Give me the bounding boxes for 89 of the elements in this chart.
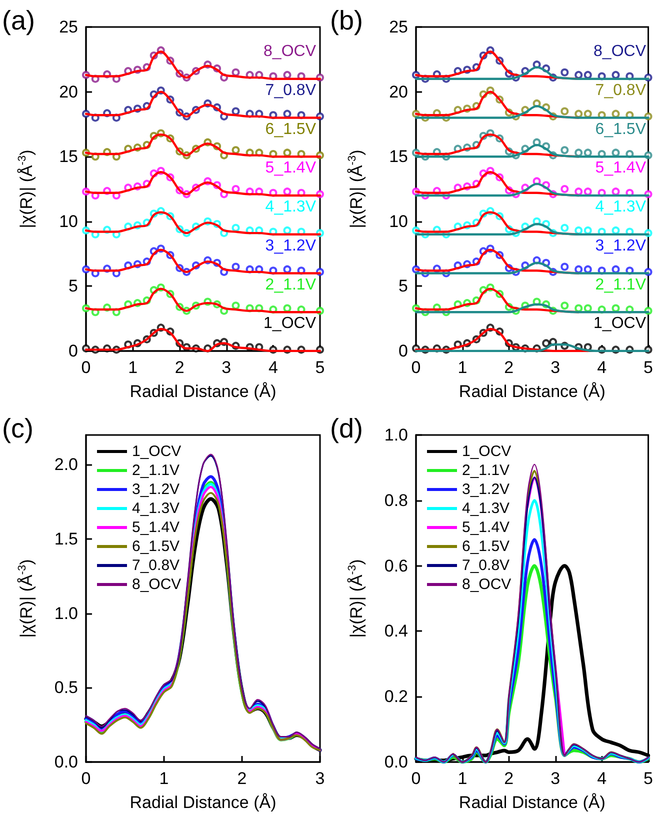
x-tick-label: 1 [458, 769, 468, 788]
series-label: 2_1.1V [265, 276, 316, 294]
y-tick-label: 1.0 [384, 426, 408, 444]
x-tick-label: 3 [550, 358, 560, 377]
x-tick-label: 5 [644, 358, 654, 377]
x-tick-label: 3 [550, 769, 560, 788]
series-label: 8_OCV [594, 43, 646, 60]
legend-label: 5_1.4V [132, 519, 180, 536]
x-tick-label: 1 [458, 358, 468, 377]
y-tick-label: 20 [59, 82, 78, 102]
x-tick-label: 2 [504, 358, 514, 377]
y-axis-title: |χ(R)| (Å-3) [16, 150, 36, 228]
x-tick-label: 2 [237, 769, 247, 788]
legend-label: 2_1.1V [462, 462, 510, 479]
legend-label: 8_OCV [462, 576, 512, 593]
y-tick-label: 1.0 [54, 604, 78, 623]
legend-label: 1_OCV [132, 443, 182, 460]
y-axis-title: |χ(R)| (Å-3) [346, 559, 366, 638]
y-tick-label: 0 [398, 342, 408, 360]
text: (d) [330, 414, 363, 444]
y-tick-label: 0.2 [384, 687, 408, 706]
x-axis-title: Radial Distance (Å) [458, 382, 606, 401]
x-tick-label: 0 [81, 358, 91, 377]
y-tick-label: 0.6 [384, 556, 408, 576]
x-tick-label: 3 [315, 769, 325, 788]
x-tick-label: 4 [597, 769, 607, 788]
legend-label: 8_OCV [132, 576, 182, 593]
legend-label: 7_0.8V [132, 557, 180, 574]
x-tick-label: 0 [411, 358, 421, 377]
y-axis-title: |χ(R)| (Å-3) [16, 559, 36, 638]
legend-label: 3_1.2V [462, 481, 510, 498]
legend-label: 2_1.1V [132, 462, 180, 479]
text: (a) [2, 6, 35, 36]
y-tick-label: 2.0 [54, 455, 78, 474]
y-axis-title: |χ(R)| (Å-3) [346, 150, 366, 228]
legend-label: 6_1.5V [462, 538, 510, 555]
legend-label: 1_OCV [462, 443, 512, 460]
y-tick-label: 0.0 [54, 752, 78, 772]
y-tick-label: 0.5 [54, 678, 78, 698]
x-tick-label: 0 [411, 769, 421, 788]
series-label: 3_1.2V [595, 237, 646, 254]
legend-label: 6_1.5V [132, 538, 180, 555]
x-tick-label: 1 [128, 358, 138, 377]
series-label: 4_1.3V [265, 198, 316, 216]
series-label: 1_OCV [264, 315, 316, 332]
legend-label: 5_1.4V [462, 519, 510, 536]
series-label: 2_1.1V [595, 276, 646, 294]
x-tick-label: 5 [315, 358, 325, 377]
legend-label: 3_1.2V [132, 481, 180, 498]
x-tick-label: 5 [644, 769, 654, 788]
y-tick-label: 1.5 [54, 530, 78, 549]
series-label: 6_1.5V [265, 120, 316, 138]
y-tick-label: 15 [59, 147, 78, 166]
y-tick-label: 20 [389, 82, 408, 102]
y-tick-label: 0.4 [384, 622, 408, 641]
x-tick-label: 0 [81, 769, 91, 788]
x-axis-title: Radial Distance (Å) [130, 382, 276, 401]
x-axis-title: Radial Distance (Å) [458, 793, 606, 812]
y-tick-label: 0.8 [384, 490, 408, 510]
legend-label: 4_1.3V [462, 500, 510, 517]
x-tick-label: 3 [222, 358, 232, 377]
y-tick-label: 5 [398, 276, 408, 296]
series-label: 6_1.5V [595, 120, 646, 138]
y-tick-label: 25 [389, 18, 408, 36]
legend-label: 4_1.3V [132, 500, 180, 517]
y-tick-label: 5 [68, 276, 78, 296]
text: (b) [330, 6, 363, 36]
y-tick-label: 0 [68, 342, 78, 360]
series-label: 4_1.3V [595, 198, 646, 216]
series-label: 5_1.4V [265, 160, 316, 177]
series-label: 5_1.4V [595, 160, 646, 177]
x-axis-title: Radial Distance (Å) [130, 793, 276, 812]
x-tick-label: 4 [597, 358, 607, 377]
y-tick-label: 25 [59, 18, 78, 36]
series-label: 7_0.8V [265, 82, 316, 99]
series-label: 7_0.8V [595, 82, 646, 99]
text: (c) [2, 414, 34, 444]
series-label: 8_OCV [264, 43, 316, 60]
y-tick-label: 10 [389, 212, 408, 231]
series-label: 1_OCV [594, 315, 646, 332]
x-tick-label: 2 [504, 769, 514, 788]
y-tick-label: 15 [389, 147, 408, 166]
x-tick-label: 4 [268, 358, 278, 377]
series-label: 3_1.2V [265, 237, 316, 254]
y-tick-label: 10 [59, 212, 78, 231]
x-tick-label: 1 [159, 769, 169, 788]
legend-label: 7_0.8V [462, 557, 510, 574]
x-tick-label: 2 [174, 358, 184, 377]
y-tick-label: 0.0 [384, 752, 408, 772]
